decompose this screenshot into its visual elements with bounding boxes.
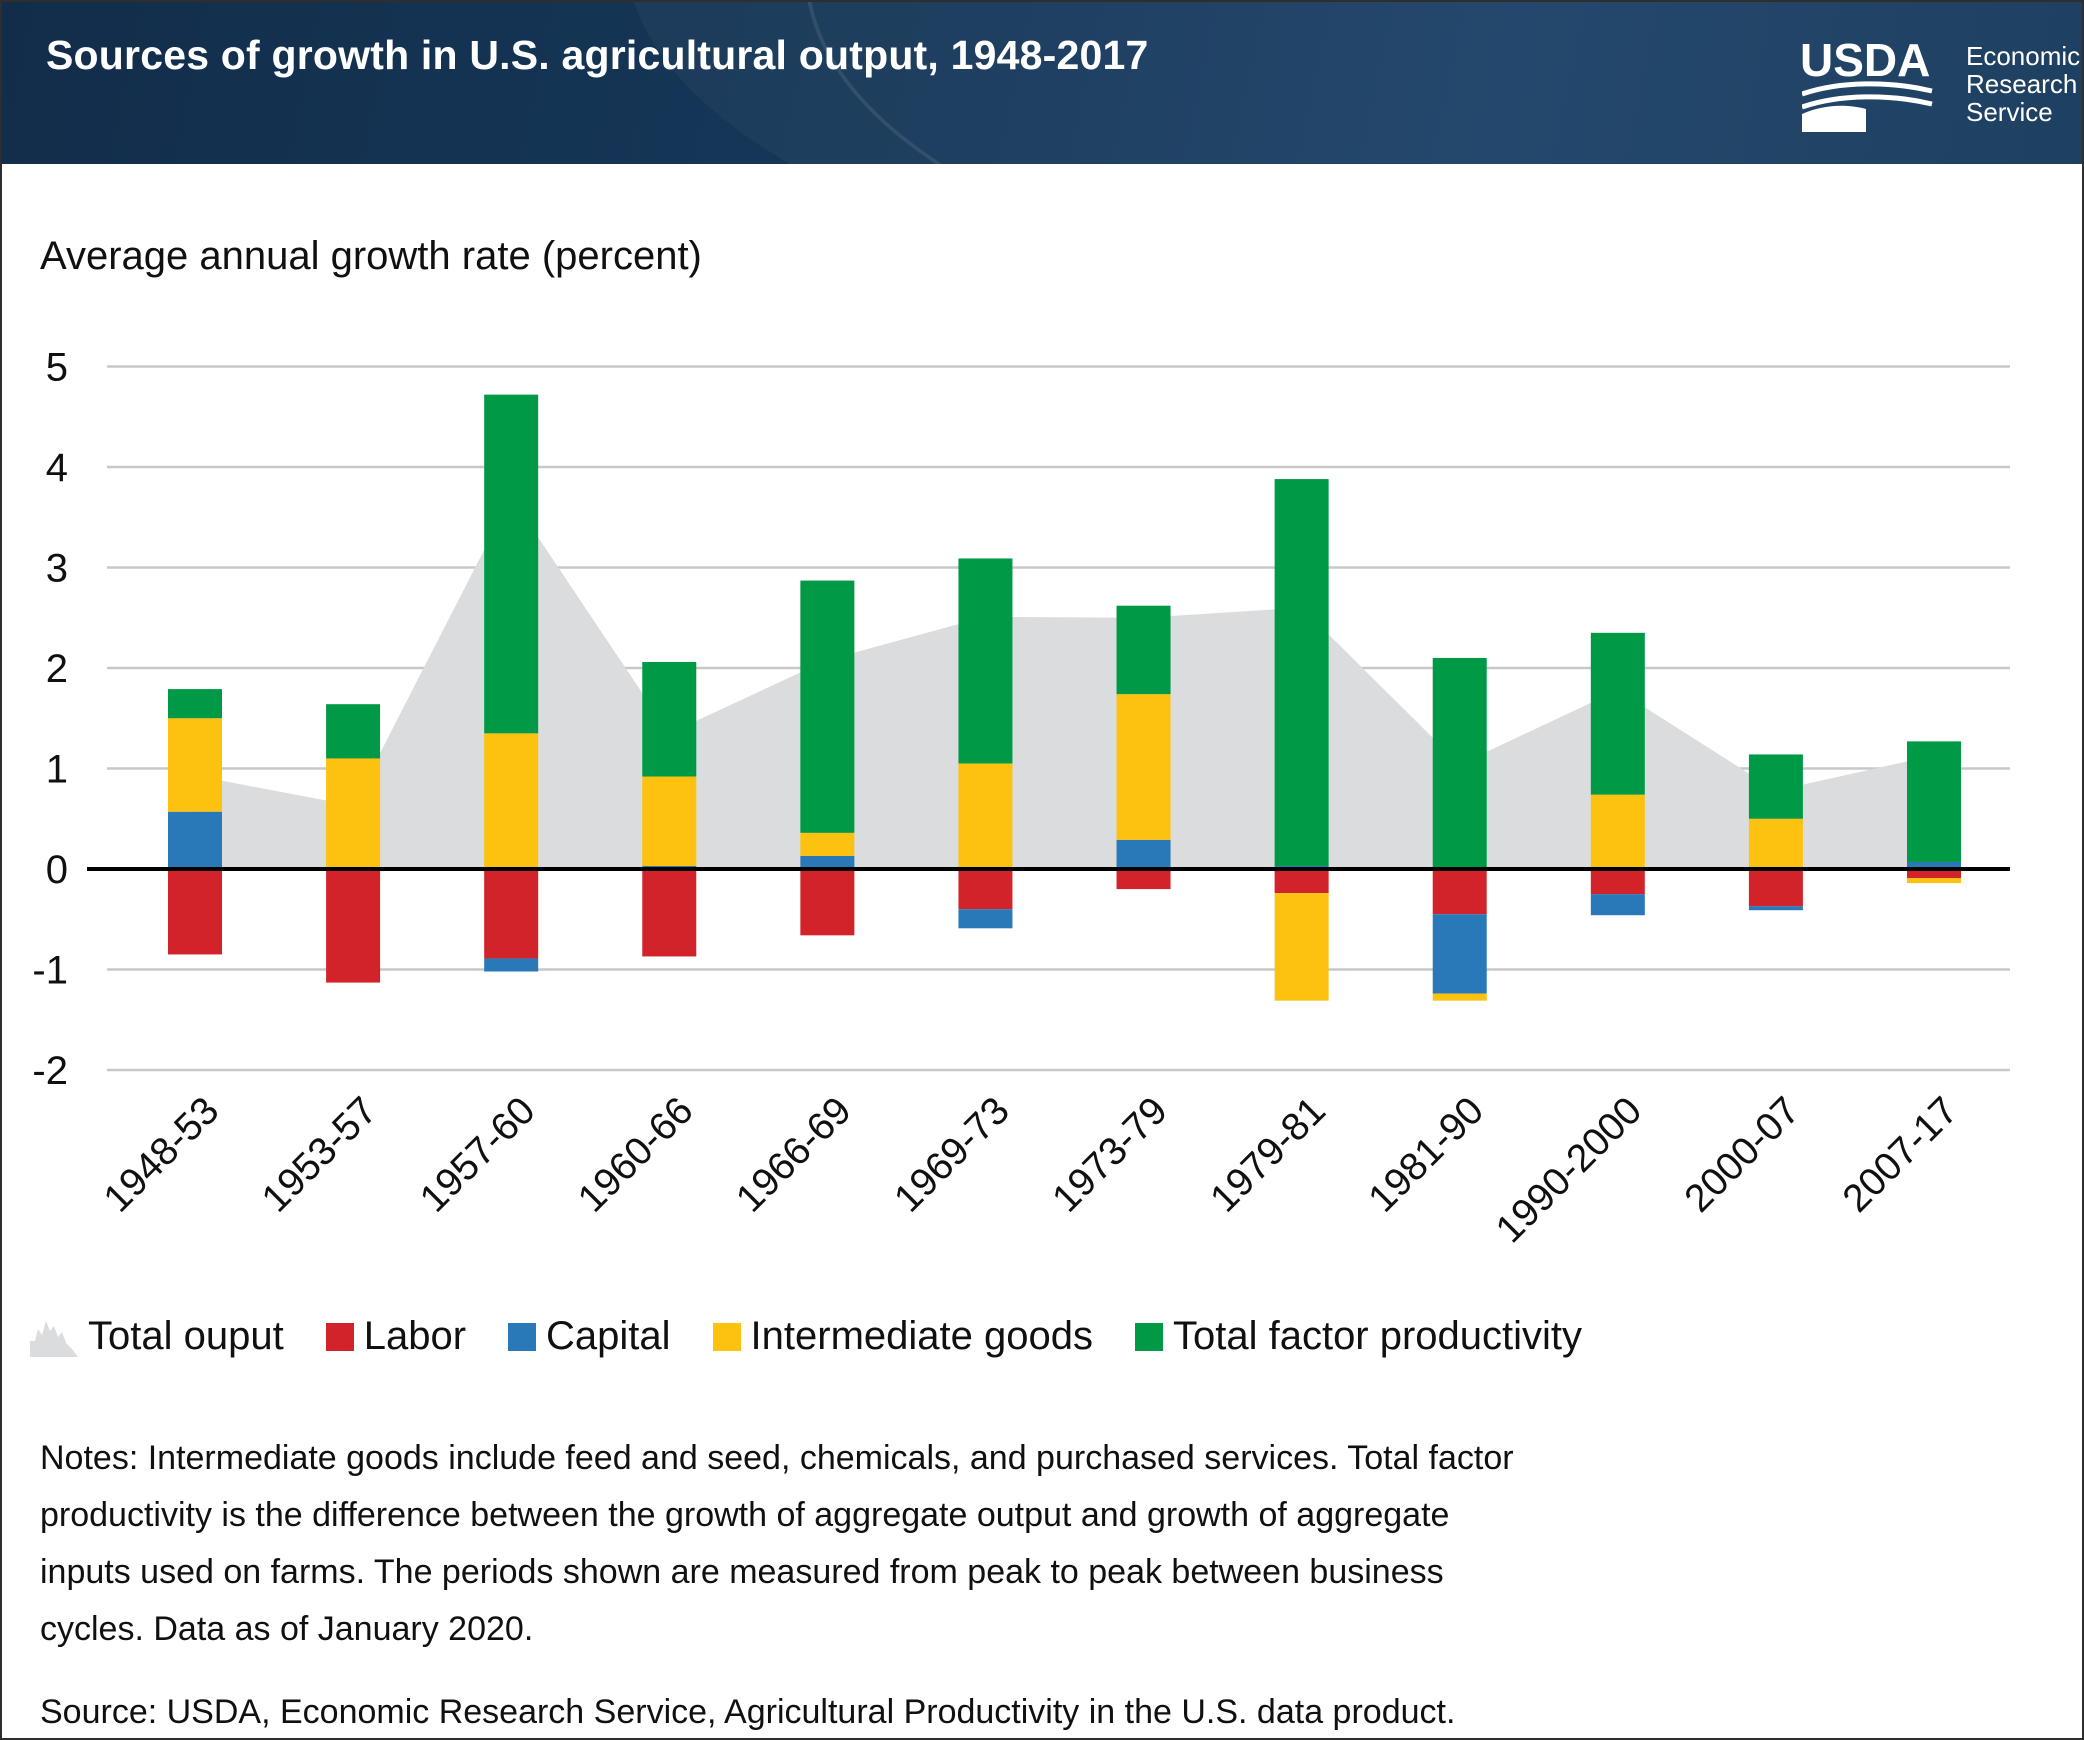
legend-item-capital: Capital — [508, 1314, 671, 1359]
bar-segment-labor-1953-57 — [326, 869, 381, 983]
legend-label: Intermediate goods — [750, 1314, 1093, 1358]
legend-area-icon — [30, 1320, 78, 1357]
bar-segment-labor-1969-73 — [958, 869, 1013, 910]
y-tick-label--1: -1 — [32, 949, 68, 993]
bar-segment-total-factor-productivity-1969-73 — [958, 558, 1013, 764]
bar-segment-labor-1948-53 — [168, 869, 222, 955]
bar-segment-labor-1966-69 — [800, 869, 855, 936]
x-axis-label-2000-07: 2000-07 — [1677, 1089, 1809, 1221]
legend-swatch-total-factor-productivity — [1134, 1322, 1163, 1351]
bar-segment-labor-2007-17 — [1906, 869, 1961, 879]
y-tick-label-0: 0 — [46, 848, 68, 892]
legend-label: Capital — [546, 1314, 671, 1358]
bar-segment-intermediate-goods-1957-60 — [484, 733, 539, 869]
legend: Total ouput Labor Capital Intermediate good… — [30, 1314, 1582, 1359]
bar-segment-intermediate-goods-1960-66 — [642, 776, 697, 866]
y-tick-label-4: 4 — [46, 446, 68, 490]
legend-item-total-factor-productivity: Total factor productivity — [1134, 1314, 1583, 1359]
ers-line-1: Economic — [1966, 41, 2081, 71]
bar-segment-labor-1960-66 — [642, 869, 697, 957]
x-axis-label-1979-81: 1979-81 — [1202, 1089, 1334, 1221]
x-axis-label-1981-90: 1981-90 — [1360, 1089, 1492, 1221]
header-banner: Sources of growth in U.S. agricultural o… — [2, 2, 2082, 164]
bar-segment-capital-1990-2000 — [1590, 894, 1645, 916]
bar-segment-labor-1957-60 — [484, 869, 539, 959]
bar-segment-intermediate-goods-2000-07 — [1748, 818, 1803, 869]
bar-segment-total-factor-productivity-1948-53 — [168, 689, 222, 719]
bar-segment-total-factor-productivity-1981-90 — [1432, 657, 1487, 869]
bar-segment-capital-2007-17 — [1906, 861, 1961, 869]
bar-segment-total-factor-productivity-1957-60 — [484, 394, 539, 734]
usda-swoosh-line-1 — [1802, 81, 1933, 97]
x-axis-label-1969-73: 1969-73 — [886, 1089, 1018, 1221]
ers-wordmark: Economic Research Service — [1966, 36, 2080, 126]
bar-segment-intermediate-goods-1969-73 — [958, 763, 1013, 869]
page-title: Sources of growth in U.S. agricultural o… — [46, 32, 1149, 78]
bar-segment-intermediate-goods-1948-53 — [168, 718, 222, 812]
usda-logo-text: USDA — [1802, 36, 1930, 86]
bar-segment-total-factor-productivity-2007-17 — [1906, 741, 1961, 862]
area-total-output — [195, 497, 1934, 869]
usda-logo-mark: USDA — [1802, 36, 1933, 132]
usda-logo: USDA Economic Research Service — [1802, 36, 2080, 132]
bar-segment-capital-1957-60 — [484, 958, 539, 972]
bar-segment-labor-1981-90 — [1432, 869, 1487, 915]
y-tick-label-1: 1 — [46, 748, 68, 792]
bar-segment-labor-1973-79 — [1116, 869, 1171, 890]
bar-segment-intermediate-goods-2007-17 — [1906, 878, 1961, 884]
bar-segment-total-factor-productivity-1966-69 — [800, 580, 855, 833]
bar-segment-total-factor-productivity-2000-07 — [1748, 754, 1803, 819]
bar-segment-capital-1948-53 — [168, 811, 222, 869]
x-axis-label-1953-57: 1953-57 — [254, 1089, 386, 1221]
bar-segment-capital-1973-79 — [1116, 839, 1171, 869]
bar-segment-intermediate-goods-1990-2000 — [1590, 794, 1645, 869]
bar-segment-total-factor-productivity-1990-2000 — [1590, 632, 1645, 795]
bar-segment-intermediate-goods-1966-69 — [800, 832, 855, 856]
bar-segment-total-factor-productivity-1960-66 — [642, 661, 697, 777]
legend-item-labor: Labor — [325, 1314, 467, 1359]
source-text: Source: USDA, Economic Research Service,… — [40, 1693, 1456, 1731]
ers-line-3: Service — [1966, 97, 2053, 127]
legend-swatch-labor — [325, 1322, 354, 1351]
notes-text: Notes: Intermediate goods include feed a… — [40, 1439, 1514, 1648]
legend-label: Total ouput — [88, 1314, 284, 1358]
x-axis-label-1948-53: 1948-53 — [96, 1089, 228, 1221]
legend-swatch-intermediate-goods — [712, 1322, 741, 1351]
legend-item-intermediate-goods: Intermediate goods — [712, 1314, 1093, 1359]
x-axis-label-1960-66: 1960-66 — [570, 1089, 702, 1221]
bar-segment-capital-1981-90 — [1432, 914, 1487, 994]
legend-label: Total factor productivity — [1172, 1314, 1583, 1358]
x-axis-label-1990-2000: 1990-2000 — [1488, 1089, 1650, 1251]
x-axis-label-1973-79: 1973-79 — [1044, 1089, 1176, 1221]
usda-swoosh-field — [1802, 105, 1866, 132]
bar-segment-intermediate-goods-1953-57 — [326, 758, 381, 869]
legend-swatch-capital — [508, 1322, 537, 1351]
usda-swoosh-line-2 — [1802, 94, 1933, 110]
legend-label: Labor — [363, 1314, 467, 1358]
y-tick-label--2: -2 — [32, 1049, 68, 1093]
bar-segment-labor-1990-2000 — [1590, 869, 1645, 895]
bar-segment-capital-1969-73 — [958, 909, 1013, 929]
bar-segment-labor-1979-81 — [1274, 869, 1329, 894]
bar-segment-intermediate-goods-1979-81 — [1274, 893, 1329, 1001]
y-tick-label-2: 2 — [46, 647, 68, 691]
y-tick-label-3: 3 — [46, 547, 68, 591]
y-axis-title: Average annual growth rate (percent) — [40, 234, 702, 278]
x-axis-label-2007-17: 2007-17 — [1835, 1089, 1967, 1221]
bar-segment-total-factor-productivity-1973-79 — [1116, 605, 1171, 695]
bar-segment-labor-2000-07 — [1748, 869, 1803, 907]
x-axis-label-1957-60: 1957-60 — [412, 1089, 544, 1221]
y-tick-label-5: 5 — [46, 346, 68, 390]
ers-line-2: Research — [1966, 69, 2078, 99]
bar-segment-total-factor-productivity-1979-81 — [1274, 479, 1329, 866]
bar-segment-intermediate-goods-1973-79 — [1116, 694, 1171, 840]
bar-segment-intermediate-goods-1981-90 — [1432, 993, 1487, 1001]
legend-item-total-ouput: Total ouput — [30, 1314, 284, 1359]
x-axis-label-1966-69: 1966-69 — [728, 1089, 860, 1221]
bar-segment-total-factor-productivity-1953-57 — [326, 704, 381, 759]
bar-segment-capital-2000-07 — [1748, 906, 1803, 911]
bar-segment-capital-1966-69 — [800, 855, 855, 869]
